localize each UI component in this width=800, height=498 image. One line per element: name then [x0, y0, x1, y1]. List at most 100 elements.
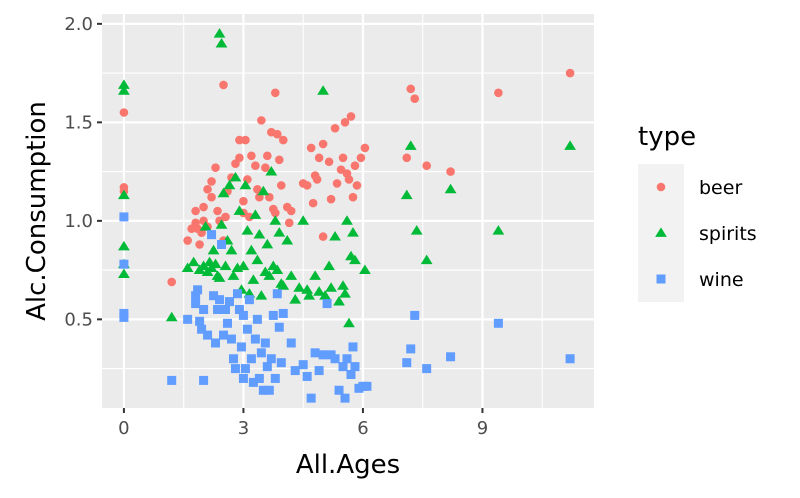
spirits-point [233, 205, 246, 215]
beer-point [183, 236, 192, 245]
spirits-point [187, 256, 200, 267]
beer-point [221, 212, 230, 222]
beer-point [253, 185, 262, 194]
beer-point [330, 123, 340, 133]
beer-point [235, 153, 244, 163]
x-tick-label: 6 [357, 418, 368, 439]
series-beer [119, 68, 575, 287]
wine-point [191, 291, 201, 301]
wine-point [278, 308, 288, 318]
spirits-point [285, 270, 298, 280]
beer-point [199, 202, 208, 212]
spirits-point [251, 254, 264, 265]
spirits-point [359, 264, 371, 275]
beer-point [494, 88, 503, 98]
spirits-point [227, 270, 240, 280]
spirits-point [273, 227, 286, 237]
beer-point [565, 68, 575, 78]
spirits-point [215, 37, 228, 48]
wine-point [209, 291, 219, 301]
spirits-point [118, 79, 130, 89]
wine-point [167, 375, 177, 385]
beer-point [239, 196, 248, 206]
beer-point [286, 206, 296, 216]
spirits-point [229, 171, 242, 182]
beer-point [344, 175, 354, 184]
spirits-point [303, 290, 316, 300]
wine-point [248, 377, 258, 387]
wine-point [215, 295, 225, 305]
wine-point [262, 362, 272, 372]
spirits-point [420, 254, 433, 265]
spirits-point [293, 282, 306, 292]
beer-point [195, 240, 204, 249]
spirits-point [281, 234, 294, 245]
beer-point [261, 163, 270, 172]
spirits-point [219, 260, 232, 271]
wine-point [302, 371, 312, 381]
legend-key-beer [656, 182, 666, 192]
legend-label-wine: wine [699, 269, 744, 291]
beer-point [251, 161, 260, 170]
spirits-point [309, 270, 322, 280]
wine-point [264, 385, 274, 395]
wine-point [250, 334, 260, 344]
beer-point [314, 153, 324, 163]
spirits-point [261, 238, 274, 249]
beer-point [235, 135, 244, 145]
wine-point [242, 324, 252, 334]
wine-point [276, 358, 286, 368]
grid-minor [102, 14, 594, 408]
spirits-point [253, 229, 266, 239]
wine-point [258, 385, 268, 395]
wine-point [446, 352, 456, 362]
beer-point [318, 139, 328, 149]
wine-point [119, 259, 129, 269]
wine-point [217, 239, 227, 249]
wine-point [310, 348, 320, 358]
spirits-point [297, 215, 310, 225]
beer-point [312, 175, 322, 184]
spirits-point [400, 189, 413, 200]
beer-point [207, 177, 216, 186]
wine-point [410, 310, 420, 320]
spirits-point [255, 290, 268, 300]
series-spirits [118, 28, 576, 328]
spirits-point [269, 215, 282, 225]
wine-point [220, 305, 230, 314]
beer-point [270, 88, 280, 98]
x-tick-label: 0 [118, 418, 129, 439]
beer-point [346, 112, 356, 121]
wine-point [199, 375, 209, 385]
spirits-point [271, 264, 284, 275]
y-axis: 0.5 1.0 1.5 2.0 [64, 14, 102, 330]
spirits-point [237, 260, 250, 271]
spirits-point [301, 284, 314, 294]
beer-point [241, 135, 250, 145]
wine-point [298, 360, 308, 370]
spirits-point [339, 288, 351, 298]
spirits-point [349, 254, 361, 265]
spirits-point [564, 140, 576, 150]
spirits-point [207, 244, 220, 255]
spirits-point [223, 179, 236, 190]
wine-point [322, 299, 332, 309]
spirits-point [343, 317, 355, 328]
spirits-point [323, 260, 335, 271]
legend: type beer spirits wine [638, 122, 757, 302]
wine-point [306, 393, 316, 403]
wine-point [334, 385, 344, 395]
beer-point [272, 129, 282, 139]
beer-point [360, 143, 370, 153]
wine-point [338, 362, 348, 372]
wine-point [268, 310, 278, 320]
spirits-point [213, 28, 226, 38]
wine-point [350, 362, 360, 372]
beer-point [332, 179, 342, 188]
beer-point [213, 206, 222, 216]
spirits-point [329, 231, 341, 241]
spirits-point [325, 282, 337, 292]
spirits-point [341, 215, 353, 225]
wine-point [219, 330, 229, 340]
